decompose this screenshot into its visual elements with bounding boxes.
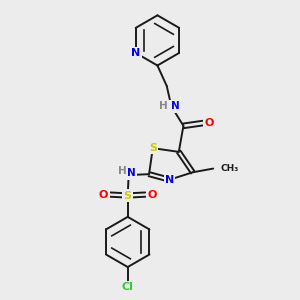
Text: N: N xyxy=(131,48,140,58)
Text: N: N xyxy=(171,101,179,111)
Text: CH₃: CH₃ xyxy=(220,164,239,173)
Text: H: H xyxy=(118,167,127,176)
Text: O: O xyxy=(99,190,108,200)
Text: S: S xyxy=(149,143,157,153)
Text: Cl: Cl xyxy=(122,283,134,292)
Text: N: N xyxy=(127,168,136,178)
Text: O: O xyxy=(147,190,157,200)
Text: N: N xyxy=(165,175,174,185)
Text: H: H xyxy=(159,101,167,111)
Text: O: O xyxy=(205,118,214,128)
Text: S: S xyxy=(124,190,132,200)
